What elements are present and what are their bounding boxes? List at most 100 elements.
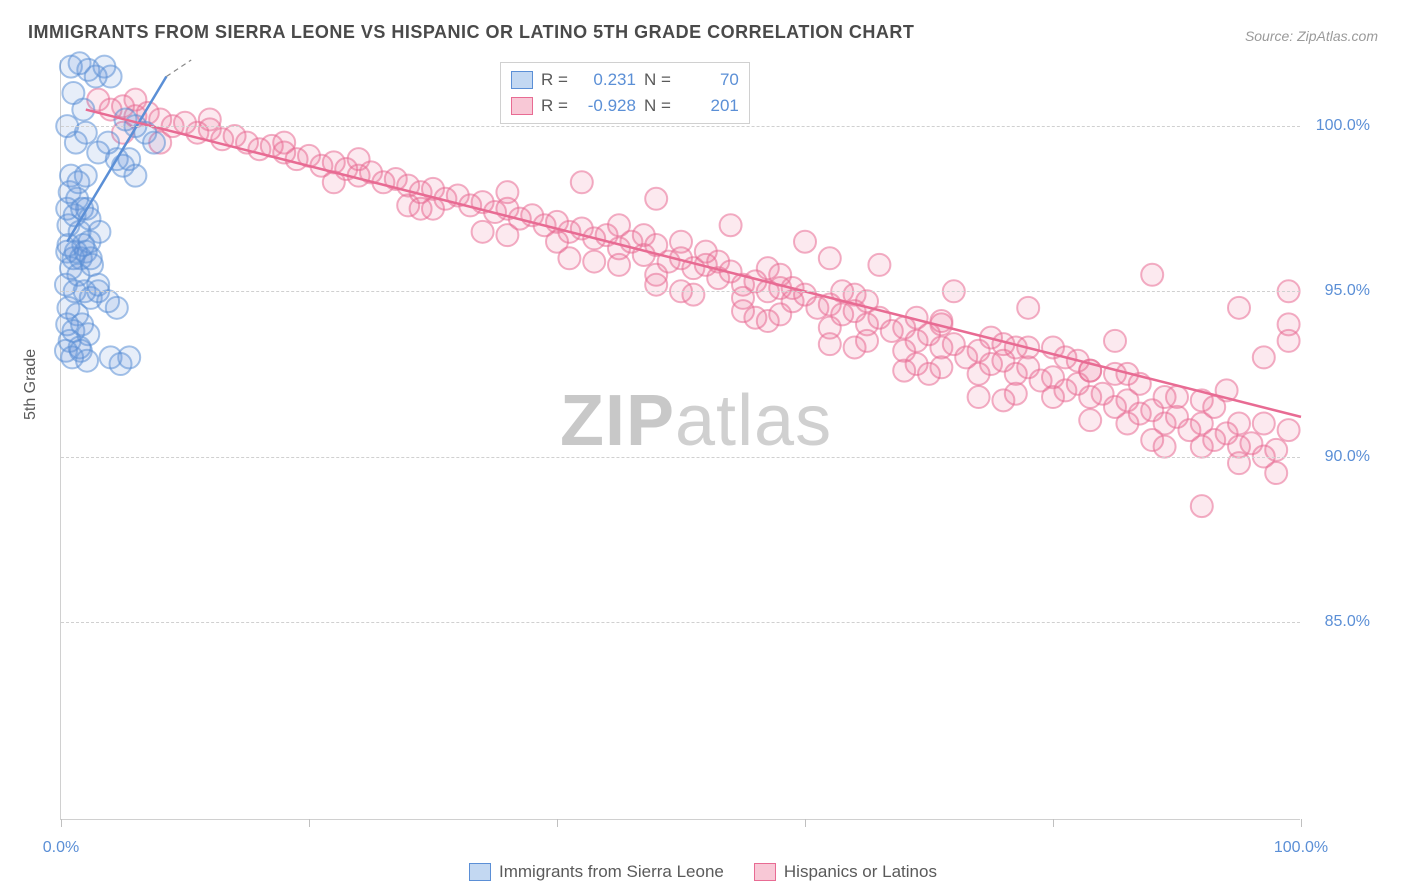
data-point [608, 214, 630, 236]
data-point [558, 247, 580, 269]
data-point [80, 247, 102, 269]
data-point [1278, 419, 1300, 441]
legend-swatch-2 [511, 97, 533, 115]
data-point [273, 132, 295, 154]
data-point [1278, 330, 1300, 352]
legend-row-series-2: R = -0.928 N = 201 [511, 93, 739, 119]
data-point [819, 247, 841, 269]
data-point [794, 231, 816, 253]
data-point [1253, 346, 1275, 368]
legend-swatch-bottom-2 [754, 863, 776, 881]
y-tick-label: 90.0% [1325, 448, 1370, 466]
data-point [72, 99, 94, 121]
legend-r-value-2: -0.928 [576, 96, 636, 116]
x-tick [309, 819, 310, 827]
trend-line [86, 110, 1301, 417]
data-point [583, 251, 605, 273]
data-point [348, 148, 370, 170]
trend-extrapolation [166, 60, 191, 77]
data-point [1005, 383, 1027, 405]
data-point [1191, 495, 1213, 517]
x-tick [1301, 819, 1302, 827]
x-tick [805, 819, 806, 827]
chart-plot-area: 85.0%90.0%95.0%100.0%0.0%100.0% [60, 60, 1300, 820]
data-point [1104, 363, 1126, 385]
data-point [720, 214, 742, 236]
data-point [856, 330, 878, 352]
data-point [1042, 386, 1064, 408]
legend-n-value-2: 201 [679, 96, 739, 116]
y-tick-label: 100.0% [1316, 117, 1370, 135]
x-tick-label: 100.0% [1274, 839, 1328, 857]
x-tick [557, 819, 558, 827]
data-point [118, 346, 140, 368]
legend-r-label: R = [541, 96, 568, 116]
data-point [1265, 462, 1287, 484]
data-point [571, 171, 593, 193]
x-tick [1053, 819, 1054, 827]
data-point [124, 89, 146, 111]
data-point [410, 198, 432, 220]
data-point [893, 360, 915, 382]
legend-bottom-item-2: Hispanics or Latinos [754, 862, 937, 882]
data-point [645, 188, 667, 210]
legend-series-name-1: Immigrants from Sierra Leone [499, 862, 724, 882]
data-point [1154, 436, 1176, 458]
data-point [76, 350, 98, 372]
y-tick-label: 95.0% [1325, 282, 1370, 300]
legend-r-value-1: 0.231 [576, 70, 636, 90]
data-point [868, 254, 890, 276]
data-point [1166, 386, 1188, 408]
data-point [124, 165, 146, 187]
data-point [143, 132, 165, 154]
data-point [1191, 436, 1213, 458]
legend-bottom: Immigrants from Sierra Leone Hispanics o… [0, 862, 1406, 882]
data-point [106, 297, 128, 319]
scatter-svg [61, 60, 1300, 819]
legend-row-series-1: R = 0.231 N = 70 [511, 67, 739, 93]
data-point [75, 122, 97, 144]
data-point [1079, 409, 1101, 431]
data-point [496, 181, 518, 203]
data-point [1116, 412, 1138, 434]
x-tick [61, 819, 62, 827]
data-point [968, 363, 990, 385]
legend-bottom-item-1: Immigrants from Sierra Leone [469, 862, 724, 882]
data-point [1017, 297, 1039, 319]
legend-n-label: N = [644, 96, 671, 116]
data-point [472, 221, 494, 243]
y-tick-label: 85.0% [1325, 613, 1370, 631]
data-point [1253, 412, 1275, 434]
legend-series-name-2: Hispanics or Latinos [784, 862, 937, 882]
legend-n-label: N = [644, 70, 671, 90]
data-point [732, 300, 754, 322]
data-point [1141, 264, 1163, 286]
data-point [1228, 452, 1250, 474]
data-point [968, 386, 990, 408]
data-point [1228, 412, 1250, 434]
data-point [645, 274, 667, 296]
source-attribution: Source: ZipAtlas.com [1245, 28, 1378, 44]
legend-swatch-1 [511, 71, 533, 89]
data-point [1104, 330, 1126, 352]
data-point [496, 224, 518, 246]
gridline [61, 622, 1300, 623]
data-point [930, 356, 952, 378]
data-point [670, 231, 692, 253]
data-point [75, 165, 97, 187]
gridline [61, 291, 1300, 292]
chart-title: IMMIGRANTS FROM SIERRA LEONE VS HISPANIC… [28, 22, 914, 43]
data-point [757, 257, 779, 279]
gridline [61, 126, 1300, 127]
legend-r-label: R = [541, 70, 568, 90]
data-point [819, 333, 841, 355]
legend-n-value-1: 70 [679, 70, 739, 90]
data-point [1265, 439, 1287, 461]
data-point [199, 108, 221, 130]
data-point [608, 254, 630, 276]
data-point [1228, 297, 1250, 319]
legend-correlation-box: R = 0.231 N = 70 R = -0.928 N = 201 [500, 62, 750, 124]
legend-swatch-bottom-1 [469, 863, 491, 881]
gridline [61, 457, 1300, 458]
x-tick-label: 0.0% [43, 839, 79, 857]
